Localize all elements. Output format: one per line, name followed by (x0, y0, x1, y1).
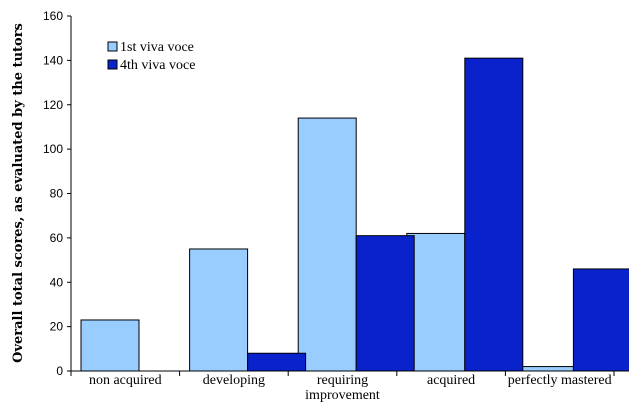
y-tick-label: 80 (50, 187, 64, 201)
bar-2-2 (247, 352, 307, 372)
bar-1-2 (189, 248, 249, 372)
y-axis-label: Overall total scores, as evaluated by th… (11, 23, 26, 363)
bar-1-3 (297, 117, 357, 372)
y-tick-label: 0 (56, 364, 63, 378)
x-category-label: improvement (305, 388, 380, 403)
bar-2-5 (572, 268, 629, 372)
x-category-label: acquired (427, 373, 475, 388)
category-labels-layer: non acquired developing requiringimproveme… (89, 373, 612, 403)
y-tick-label: 20 (50, 320, 64, 334)
x-category-label: perfectly mastered (508, 373, 612, 388)
y-tick-label: 40 (50, 275, 64, 289)
x-category-label: non acquired (89, 373, 162, 388)
legend: 1st viva voce 4th viva voce (107, 40, 195, 73)
y-tick-label: 160 (43, 9, 63, 23)
legend-swatch-1 (107, 41, 118, 52)
legend-label-2: 4th viva voce (120, 58, 195, 73)
legend-label-1: 1st viva voce (120, 40, 194, 55)
x-category-label: requiring (317, 373, 368, 388)
bars-layer (80, 57, 629, 372)
y-tick-label: 120 (43, 98, 63, 112)
bar-2-4 (464, 57, 524, 372)
y-tick-label: 60 (50, 231, 64, 245)
x-category-label: developing (203, 373, 265, 388)
bar-1-4 (406, 232, 466, 372)
bar-2-3 (355, 235, 415, 372)
bar-1-5 (514, 366, 574, 372)
bar-1-1 (80, 319, 140, 372)
legend-swatch-2 (107, 59, 118, 70)
y-tick-label: 100 (43, 142, 63, 156)
y-tick-label: 140 (43, 53, 63, 67)
ticks-layer: 0 20 40 60 80 100 120 140 160 (43, 9, 615, 378)
